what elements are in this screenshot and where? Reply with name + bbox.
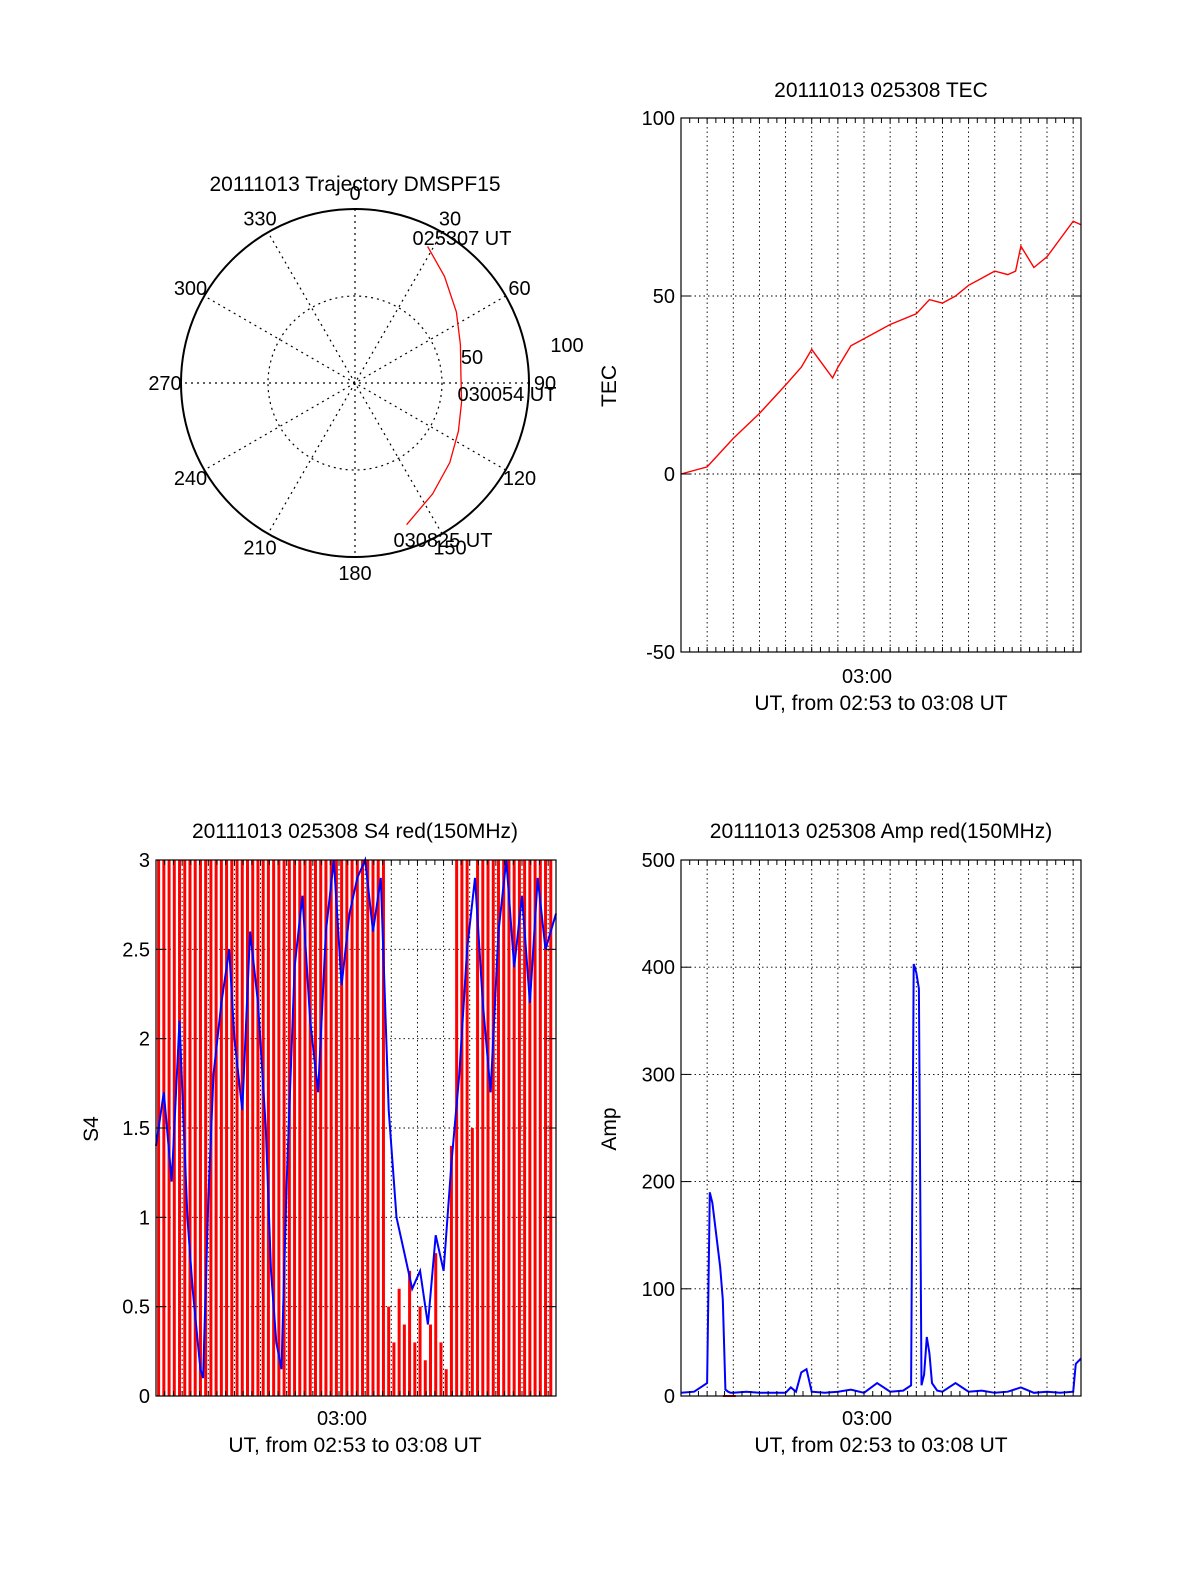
y-tick-label: 500: [642, 850, 675, 872]
polar-angle-label: 270: [148, 373, 181, 395]
polar-angle-label: 0: [349, 183, 360, 205]
s4-xtick-label: 03:00: [317, 1408, 367, 1430]
amp-xtick-label: 03:00: [842, 1408, 892, 1430]
amp-ylabel: Amp: [598, 1107, 621, 1150]
polar-angle-label: 240: [174, 468, 207, 490]
tec-xtick-label: 03:00: [842, 666, 892, 688]
y-tick-label: 100: [642, 1279, 675, 1301]
amp-xlabel: UT, from 02:53 to 03:08 UT: [754, 1434, 1007, 1457]
polar-angle-label: 120: [503, 468, 536, 490]
amp-panel: 20111013 025308 Amp red(150MHz) UT, from…: [598, 820, 1082, 1457]
y-tick-label: 2.5: [122, 939, 150, 961]
polar-trajectory-line: [406, 246, 463, 526]
tec-ylabel: TEC: [598, 365, 621, 407]
y-tick-label: 300: [642, 1064, 675, 1086]
polar-title: 20111013 Trajectory DMSPF15: [209, 173, 500, 196]
y-tick-label: 2: [139, 1029, 150, 1051]
y-tick-label: 3: [139, 850, 150, 872]
s4-title: 20111013 025308 S4 red(150MHz): [192, 820, 518, 843]
polar-annotation: 030825 UT: [394, 530, 493, 552]
amp-title: 20111013 025308 Amp red(150MHz): [710, 820, 1052, 843]
y-tick-label: 0.5: [122, 1297, 150, 1319]
y-tick-label: 200: [642, 1172, 675, 1194]
polar-spoke-150: [267, 232, 443, 534]
polar-angle-label: 150: [433, 538, 466, 560]
tec-title: 20111013 025308 TEC: [774, 79, 988, 102]
y-tick-label: -50: [646, 642, 675, 664]
series-line-0: [680, 963, 1082, 1394]
polar-angle-label: 60: [508, 278, 530, 300]
y-tick-label: 0: [664, 1386, 675, 1408]
y-tick-label: 0: [664, 464, 675, 486]
tec-panel: 20111013 025308 TEC UT, from 02:53 to 03…: [598, 79, 1082, 715]
s4-xlabel: UT, from 02:53 to 03:08 UT: [228, 1434, 481, 1457]
y-tick-label: 100: [642, 108, 675, 130]
polar-angle-label: 90: [534, 373, 556, 395]
y-tick-label: 1.5: [122, 1118, 150, 1140]
polar-angle-label: 330: [243, 209, 276, 231]
s4-ylabel: S4: [80, 1116, 103, 1142]
polar-angle-label: 180: [338, 563, 371, 585]
y-tick-label: 0: [139, 1386, 150, 1408]
polar-trajectory-panel: 20111013 Trajectory DMSPF15 0 30 60 90 120 15…: [148, 173, 583, 585]
y-tick-label: 1: [139, 1207, 150, 1229]
polar-annotation: 030054 UT: [458, 384, 557, 406]
polar-angle-label: 210: [243, 538, 276, 560]
polar-annotation: 025307 UT: [413, 228, 512, 250]
polar-radius-label: 50: [461, 347, 483, 369]
polar-radius-label: 100: [550, 335, 583, 357]
series-line-1: [155, 856, 557, 1379]
y-tick-label: 400: [642, 957, 675, 979]
series-line-0: [680, 220, 1082, 475]
polar-angle-label: 30: [439, 209, 461, 231]
tec-xlabel: UT, from 02:53 to 03:08 UT: [754, 692, 1007, 715]
s4-panel: 20111013 025308 S4 red(150MHz) UT, from …: [80, 820, 557, 1457]
y-tick-label: 50: [653, 286, 675, 308]
polar-grid-circle-50: [267, 295, 443, 471]
polar-angle-label: 300: [174, 278, 207, 300]
